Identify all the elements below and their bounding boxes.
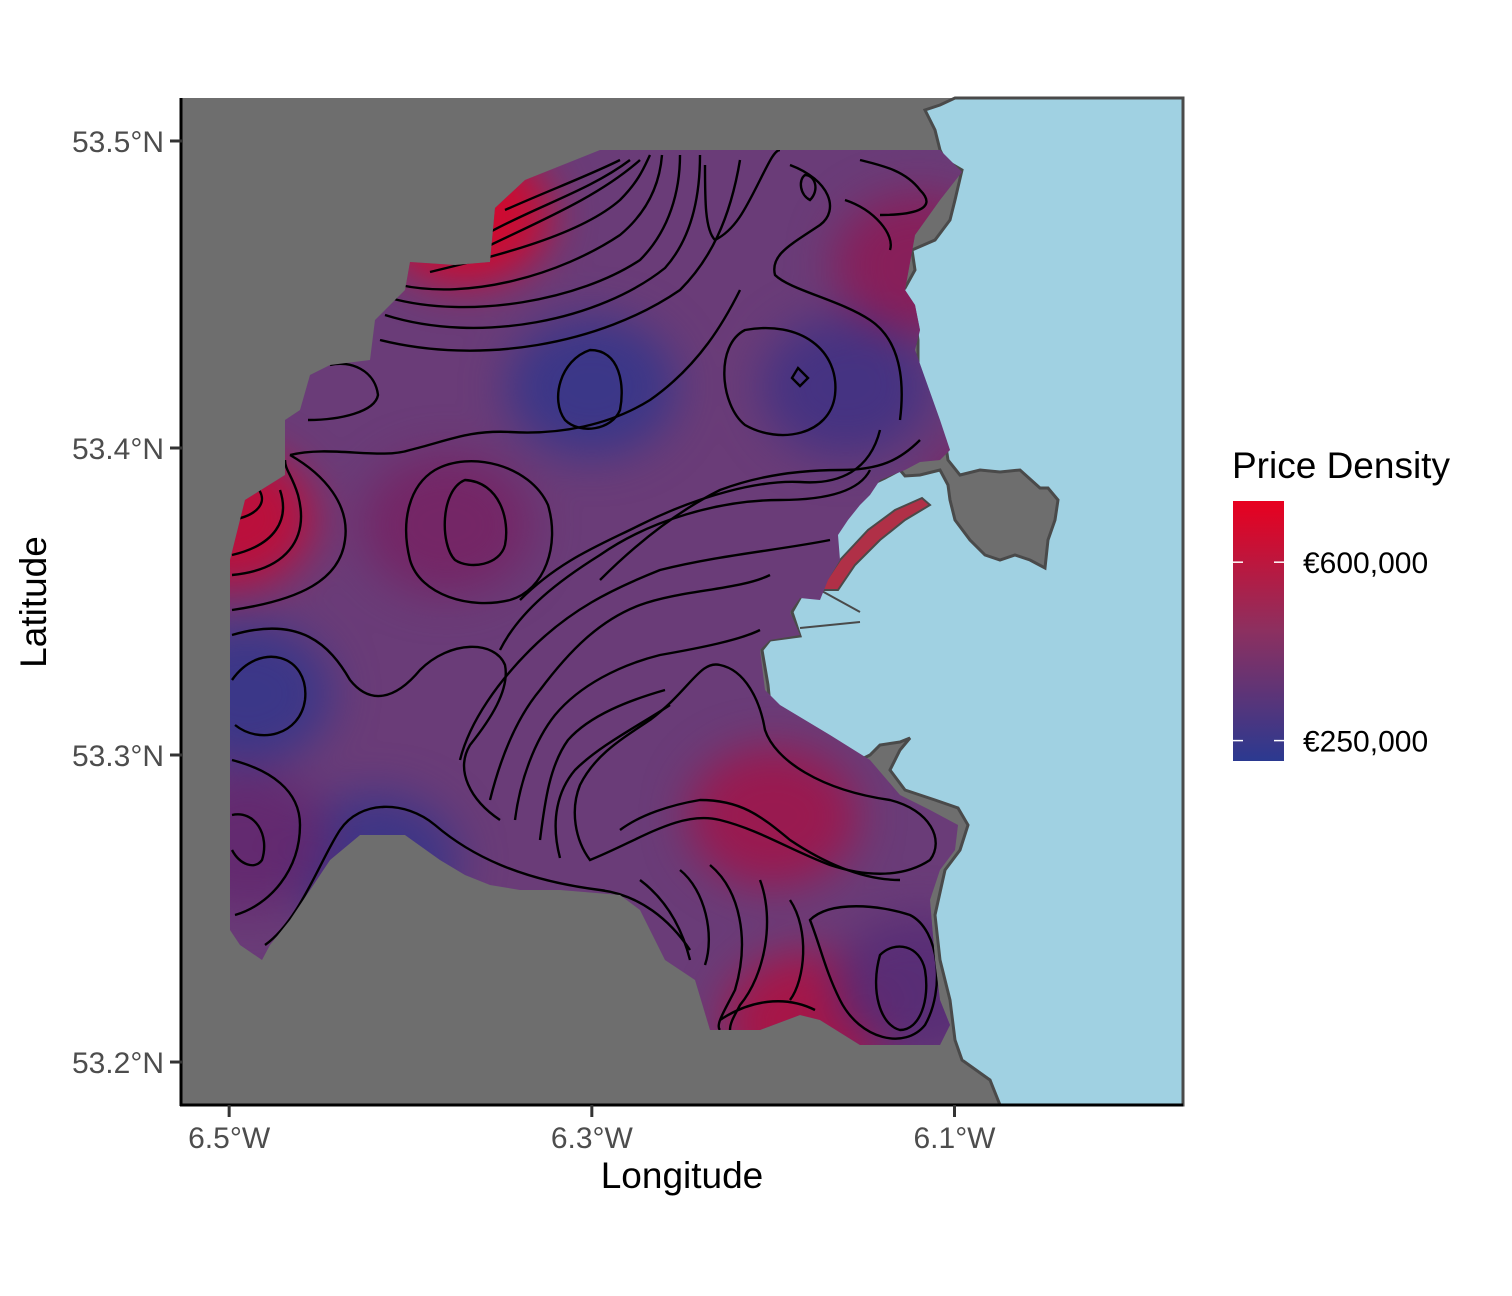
axes: 6.5°W 6.3°W 6.1°W 53.5°N 53.4°N 53.3°N 53.2°N… — [13, 98, 1183, 1196]
y-tick-label: 53.2°N — [72, 1047, 164, 1080]
contour-line — [458, 538, 831, 761]
contour-line — [723, 326, 837, 437]
contour-line — [399, 154, 664, 291]
contour-line — [709, 864, 744, 1031]
contour-line — [703, 150, 781, 242]
contour-line — [379, 159, 742, 352]
contour-line — [619, 798, 901, 882]
density-region-4 — [506, 316, 677, 457]
contour-line — [790, 366, 810, 388]
contour-line — [384, 154, 702, 330]
legend-label: €250,000 — [1303, 726, 1428, 759]
bull-wall-spit — [818, 496, 932, 591]
contour-line — [231, 655, 307, 737]
density-region-5 — [760, 316, 931, 457]
contour-line — [504, 158, 621, 212]
x-tick-label: 6.5°W — [188, 1122, 271, 1155]
contour-line — [389, 154, 682, 309]
contour-line — [773, 163, 903, 421]
contour-line — [289, 289, 742, 457]
density-region-2 — [230, 448, 315, 589]
contour-line — [556, 348, 623, 430]
contour-line — [808, 905, 939, 1040]
legend: Price Density €250,000 €600,000 — [1232, 445, 1450, 761]
density-region-6 — [230, 623, 333, 764]
contour-line — [264, 805, 691, 951]
contour-line — [799, 173, 817, 202]
x-ticks: 6.5°W 6.3°W 6.1°W — [188, 1105, 996, 1155]
y-tick-label: 53.4°N — [72, 433, 164, 466]
contour-line — [513, 628, 761, 821]
legend-title: Price Density — [1232, 445, 1450, 486]
contour-line — [231, 453, 347, 612]
pier-line — [799, 589, 861, 629]
contour-line — [469, 159, 641, 257]
y-tick-label: 53.5°N — [72, 126, 164, 159]
contour-line — [874, 945, 928, 1032]
contour-line — [573, 663, 937, 875]
contour-line — [719, 1000, 816, 1021]
legend-label: €600,000 — [1303, 547, 1428, 580]
legend-colorbar — [1233, 501, 1284, 761]
contour-line — [789, 899, 805, 1001]
contour-line — [844, 198, 892, 251]
y-tick-label: 53.3°N — [72, 740, 164, 773]
contour-line — [498, 469, 872, 651]
x-tick-label: 6.3°W — [551, 1122, 634, 1155]
contour-line — [679, 869, 711, 966]
density-region-8 — [688, 746, 859, 887]
contour-line — [728, 879, 769, 1031]
contour-line — [231, 627, 507, 821]
contour-line — [639, 879, 692, 961]
y-axis-title: Latitude — [13, 536, 54, 668]
legend-ticks: €250,000 €600,000 — [1233, 547, 1428, 759]
y-ticks: 53.5°N 53.4°N 53.3°N 53.2°N — [72, 126, 182, 1080]
contour-line — [519, 429, 882, 601]
contour-line — [489, 159, 631, 234]
contour-line — [488, 573, 771, 801]
x-axis-title: Longitude — [601, 1155, 764, 1196]
contour-lines — [230, 150, 939, 1040]
contour-line — [404, 459, 554, 605]
contour-line — [599, 439, 921, 581]
density-region-13 — [230, 770, 333, 911]
x-tick-label: 6.1°W — [913, 1122, 996, 1155]
contour-line — [538, 688, 666, 841]
contour-line — [231, 489, 285, 557]
contour-line — [443, 478, 508, 567]
contour-line — [231, 459, 303, 577]
contour-line — [859, 158, 928, 217]
contour-line — [230, 813, 266, 867]
contour-line — [231, 758, 302, 917]
contour-line — [554, 704, 671, 859]
contour-line — [307, 362, 380, 422]
